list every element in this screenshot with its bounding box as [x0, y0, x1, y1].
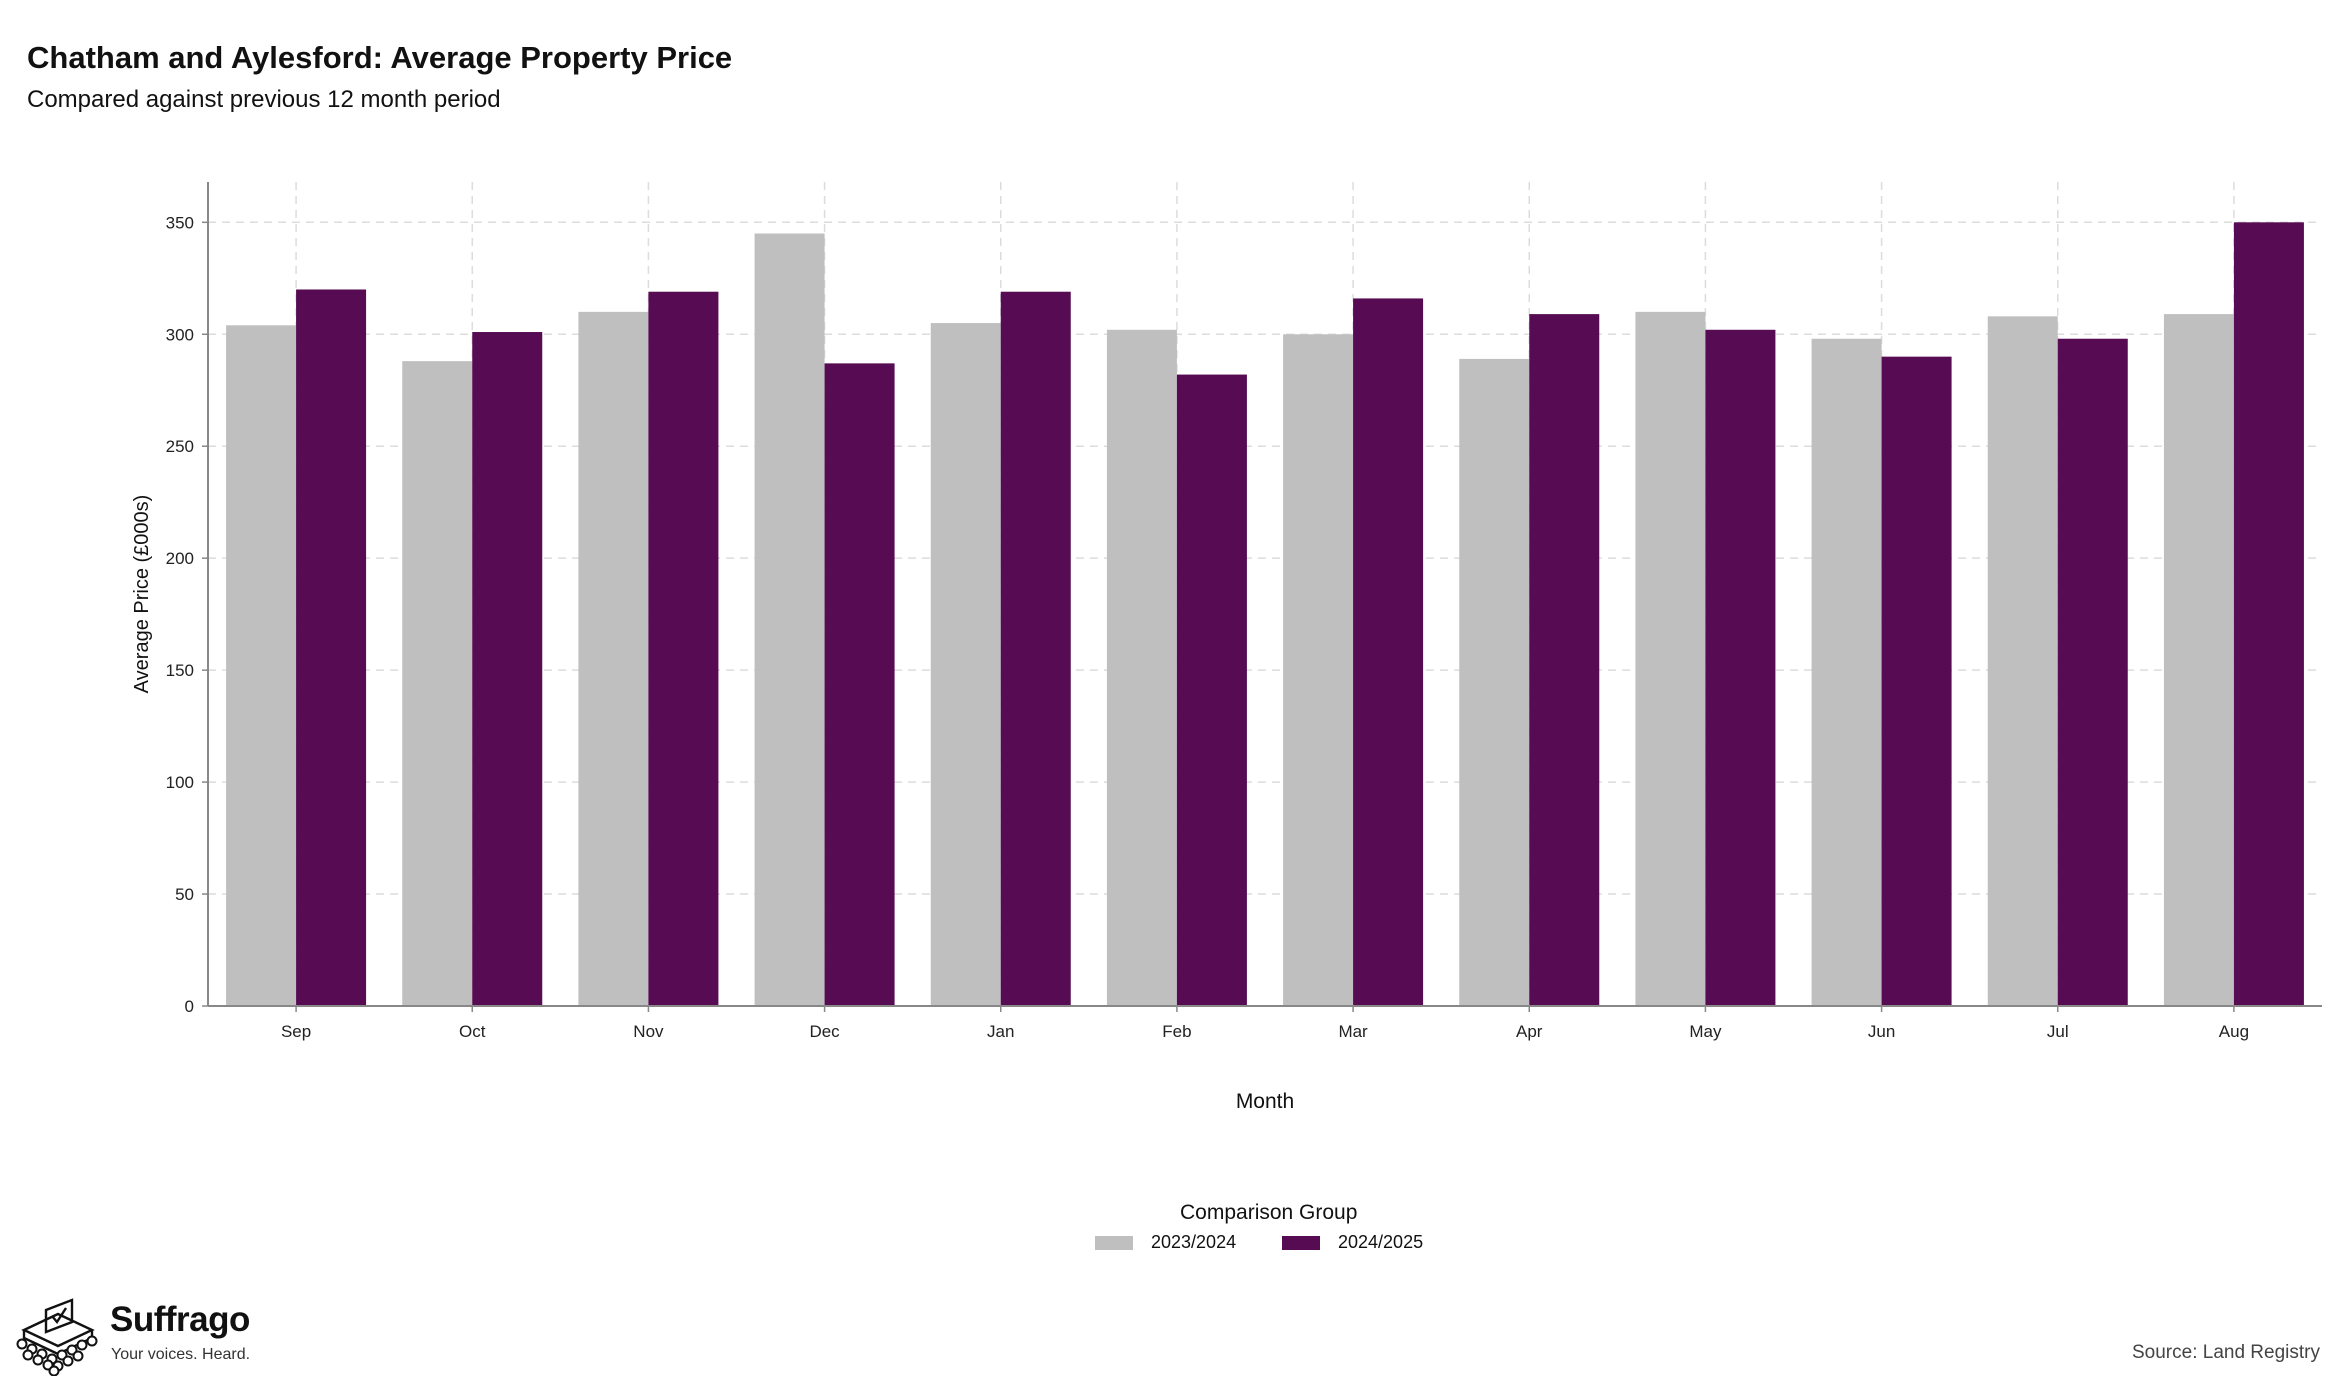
bar-2024-2025-dec — [824, 363, 895, 1006]
bar-2023-2024-oct — [402, 361, 473, 1006]
bar-2024-2025-sep — [296, 289, 367, 1006]
x-tick-label: Feb — [1162, 1022, 1191, 1041]
legend-item-series-1: 2023/2024 — [1095, 1232, 1236, 1253]
x-tick-label: Nov — [633, 1022, 664, 1041]
brand-tagline: Your voices. Heard. — [111, 1346, 251, 1363]
y-tick-label: 0 — [185, 997, 194, 1016]
x-tick-label: Mar — [1338, 1022, 1368, 1041]
bar-2024-2025-oct — [472, 332, 543, 1006]
y-tick-label: 250 — [166, 437, 194, 456]
x-axis-title: Month — [1236, 1090, 1294, 1113]
x-tick-label: Oct — [459, 1022, 486, 1041]
bar-2023-2024-may — [1635, 311, 1706, 1006]
source-note: Source: Land Registry — [2132, 1342, 2320, 1363]
bar-2024-2025-may — [1705, 329, 1776, 1007]
legend-item-series-2: 2024/2025 — [1282, 1232, 1423, 1253]
y-tick-label: 150 — [166, 661, 194, 680]
y-tick-label: 200 — [166, 549, 194, 568]
bar-2023-2024-jan — [930, 323, 1001, 1007]
bar-2024-2025-apr — [1529, 314, 1600, 1006]
bar-2024-2025-jul — [2057, 338, 2128, 1006]
chart-subtitle: Compared against previous 12 month perio… — [27, 86, 501, 113]
x-tick-label: Jan — [987, 1022, 1014, 1041]
bar-2023-2024-apr — [1459, 358, 1530, 1006]
brand-name: Suffrago — [110, 1300, 250, 1339]
bar-2023-2024-nov — [578, 311, 649, 1006]
x-tick-label: Jul — [2047, 1022, 2069, 1041]
bar-2024-2025-mar — [1353, 298, 1424, 1006]
y-axis-title: Average Price (£000s) — [131, 495, 153, 694]
x-tick-label: Sep — [281, 1022, 311, 1041]
legend-title: Comparison Group — [1180, 1201, 1358, 1224]
bar-2024-2025-nov — [648, 291, 719, 1006]
legend-swatch-series-2 — [1282, 1235, 1320, 1250]
x-tick-label: May — [1689, 1022, 1722, 1041]
x-tick-label: Apr — [1516, 1022, 1543, 1041]
chart-title: Chatham and Aylesford: Average Property … — [27, 40, 733, 75]
bar-2023-2024-feb — [1106, 329, 1177, 1007]
legend-label-series-2: 2024/2025 — [1338, 1232, 1424, 1252]
bar-2023-2024-jun — [1811, 338, 1882, 1006]
y-tick-label: 50 — [175, 885, 194, 904]
bar-2024-2025-feb — [1176, 374, 1247, 1007]
bar-2024-2025-jan — [1000, 291, 1071, 1006]
x-tick-label: Aug — [2219, 1022, 2249, 1041]
legend-label-series-1: 2023/2024 — [1151, 1232, 1237, 1252]
ballot-box-logo-icon — [16, 1298, 98, 1376]
y-tick-label: 300 — [166, 325, 194, 344]
y-tick-label: 100 — [166, 773, 194, 792]
bar-2023-2024-mar — [1283, 334, 1354, 1006]
bar-2024-2025-aug — [2233, 222, 2304, 1007]
bar-2024-2025-jun — [1881, 356, 1952, 1006]
bar-2023-2024-sep — [226, 325, 297, 1007]
legend-swatch-series-1 — [1095, 1235, 1133, 1250]
y-tick-label: 350 — [166, 213, 194, 232]
bar-2023-2024-jul — [1987, 316, 2058, 1006]
bar-2023-2024-aug — [2163, 314, 2234, 1006]
x-tick-label: Jun — [1868, 1022, 1895, 1041]
x-tick-label: Dec — [809, 1022, 840, 1041]
bar-2023-2024-dec — [754, 233, 825, 1006]
